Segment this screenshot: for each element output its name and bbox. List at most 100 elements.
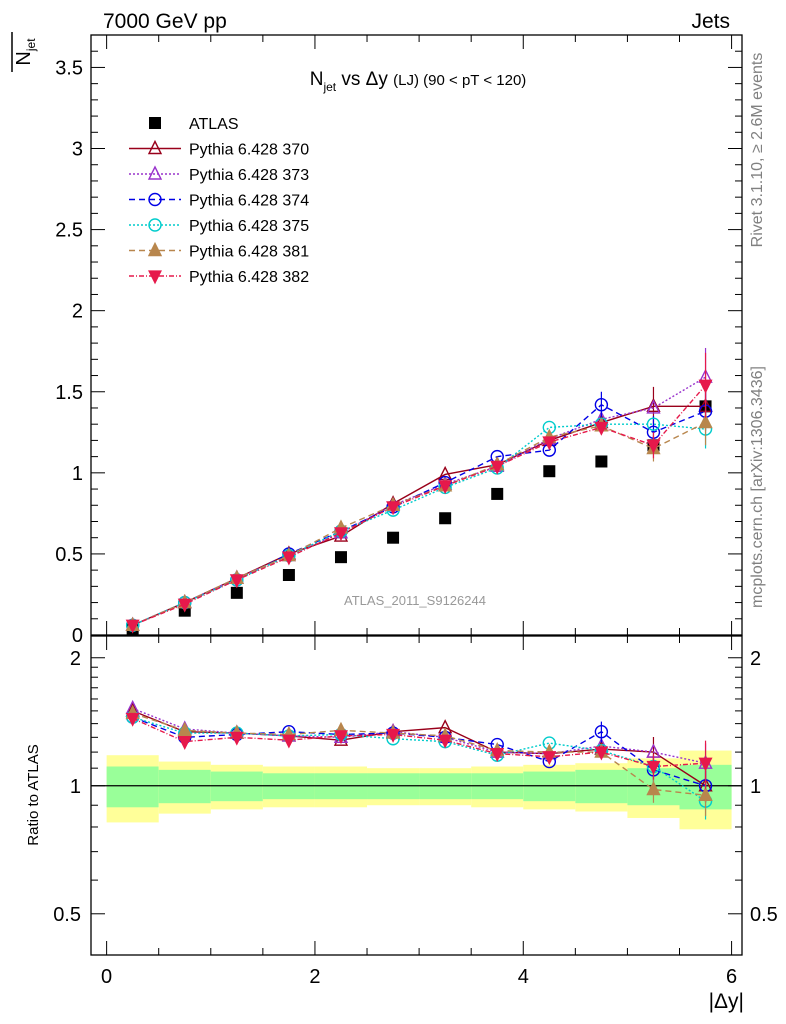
ratio-point	[542, 751, 557, 766]
legend-entry-1: Pythia 6.428 370	[129, 139, 309, 159]
legend-entry-0: ATLAS	[149, 116, 239, 133]
legend-entry-6: Pythia 6.428 382	[129, 269, 309, 286]
series-line	[132, 421, 706, 626]
y-tick-label: 3.5	[55, 57, 83, 79]
data-point	[594, 421, 609, 436]
legend-marker	[147, 139, 163, 155]
ratio-point	[594, 746, 609, 761]
watermark: ATLAS_2011_S9126244	[344, 593, 486, 608]
series-2	[125, 347, 713, 786]
series	[125, 347, 713, 820]
ratio-point	[334, 730, 348, 745]
data-point	[698, 414, 713, 429]
data-point	[542, 436, 557, 451]
data-point	[281, 551, 296, 566]
legend-entry-2: Pythia 6.428 373	[129, 165, 309, 184]
ratio-tick-label: 1	[750, 776, 761, 798]
legend-label: Pythia 6.428 381	[189, 244, 309, 261]
ratio-point	[646, 760, 661, 775]
series-ratio-line	[132, 716, 706, 787]
header-right: Jets	[691, 10, 730, 33]
data-point	[334, 551, 347, 564]
y-tick-label: 1.5	[55, 382, 83, 404]
ratio-point	[229, 731, 244, 746]
data-point	[438, 480, 453, 495]
title-mid: vs Δy	[336, 69, 393, 90]
title-cut: (90 < pT < 120)	[419, 72, 526, 89]
band-inner	[575, 769, 628, 804]
y-tick-label: 3	[72, 139, 83, 161]
legend-entry-5: Pythia 6.428 381	[129, 241, 309, 261]
ratio-point	[490, 748, 505, 762]
data-point	[177, 598, 192, 613]
x-tick-label: 0	[101, 966, 112, 988]
data-point	[646, 439, 661, 454]
data-point	[230, 586, 243, 599]
data-point	[439, 512, 452, 525]
main-ylabel: Njet	[11, 32, 38, 72]
ratio-point	[177, 721, 192, 737]
data-point	[595, 455, 608, 468]
axes: 0 2 4 600.511.522.533.50.5 0.51 12 2	[53, 34, 778, 988]
series-ratio-line	[132, 716, 706, 802]
x-tick-label: 4	[518, 966, 529, 988]
data-point	[490, 460, 505, 475]
legend-marker	[149, 117, 161, 129]
series-ratio-line	[132, 717, 706, 768]
ratio-point	[281, 734, 296, 749]
legend-label: Pythia 6.428 375	[189, 218, 309, 235]
band-inner	[158, 769, 211, 804]
ratio-point	[698, 786, 713, 801]
legend-marker	[147, 165, 163, 180]
legend-label: Pythia 6.428 370	[189, 142, 309, 159]
data-point	[646, 417, 661, 431]
ratio-point	[646, 780, 661, 796]
data-point	[125, 619, 140, 634]
ratio-tick-label: 1	[70, 776, 81, 798]
series-ratio-line	[132, 707, 706, 764]
data-point	[282, 569, 295, 581]
chart-title: Njet vs Δy (LJ) (90 < pT < 120)	[310, 69, 527, 94]
title-n: N	[310, 69, 324, 90]
data-point	[386, 501, 401, 516]
ratio-tick-label: 2	[750, 648, 761, 670]
header-left: 7000 GeV pp	[103, 10, 227, 33]
data-point	[491, 487, 504, 500]
y-tick-label: 2.5	[55, 220, 83, 242]
legend-entry-4: Pythia 6.428 375	[129, 218, 309, 235]
y-tick-label: 2	[72, 301, 83, 323]
ratio-tick-label: 0.5	[53, 904, 81, 926]
legend-label: ATLAS	[189, 116, 239, 133]
x-tick-label: 2	[309, 966, 320, 988]
ratio-point	[698, 757, 713, 772]
ratio-point	[386, 728, 401, 743]
main-frame	[90, 34, 743, 636]
uncertainty-band	[91, 750, 742, 830]
ratio-frame	[90, 635, 743, 956]
series-4	[125, 409, 713, 820]
ratio-tick-label: 0.5	[750, 904, 778, 926]
legend-marker	[148, 218, 162, 232]
mcplots-label: mcplots.cern.ch [arXiv:1306.3436]	[749, 366, 766, 608]
title-sub: jet	[322, 80, 336, 94]
data-point	[543, 465, 556, 478]
ratio-ylabel: Ratio to ATLAS	[25, 744, 42, 845]
ratio-point	[177, 736, 192, 750]
ratio-point	[594, 725, 609, 739]
data-point	[387, 531, 400, 544]
y-tick-label: 0	[72, 625, 83, 647]
legend-label: Pythia 6.428 382	[189, 269, 309, 286]
ratio-point	[125, 712, 140, 727]
xlabel: |Δy|	[709, 990, 744, 1013]
legend-marker	[148, 192, 162, 207]
x-tick-label: 6	[726, 966, 737, 988]
ratio-tick-label: 2	[70, 648, 81, 670]
ylabel-n: N	[13, 51, 35, 65]
band-inner	[106, 766, 159, 808]
legend-label: Pythia 6.428 374	[189, 193, 309, 210]
series-6	[125, 352, 713, 789]
data-point	[646, 399, 661, 414]
y-tick-label: 1	[72, 463, 83, 485]
data-point	[334, 527, 348, 542]
